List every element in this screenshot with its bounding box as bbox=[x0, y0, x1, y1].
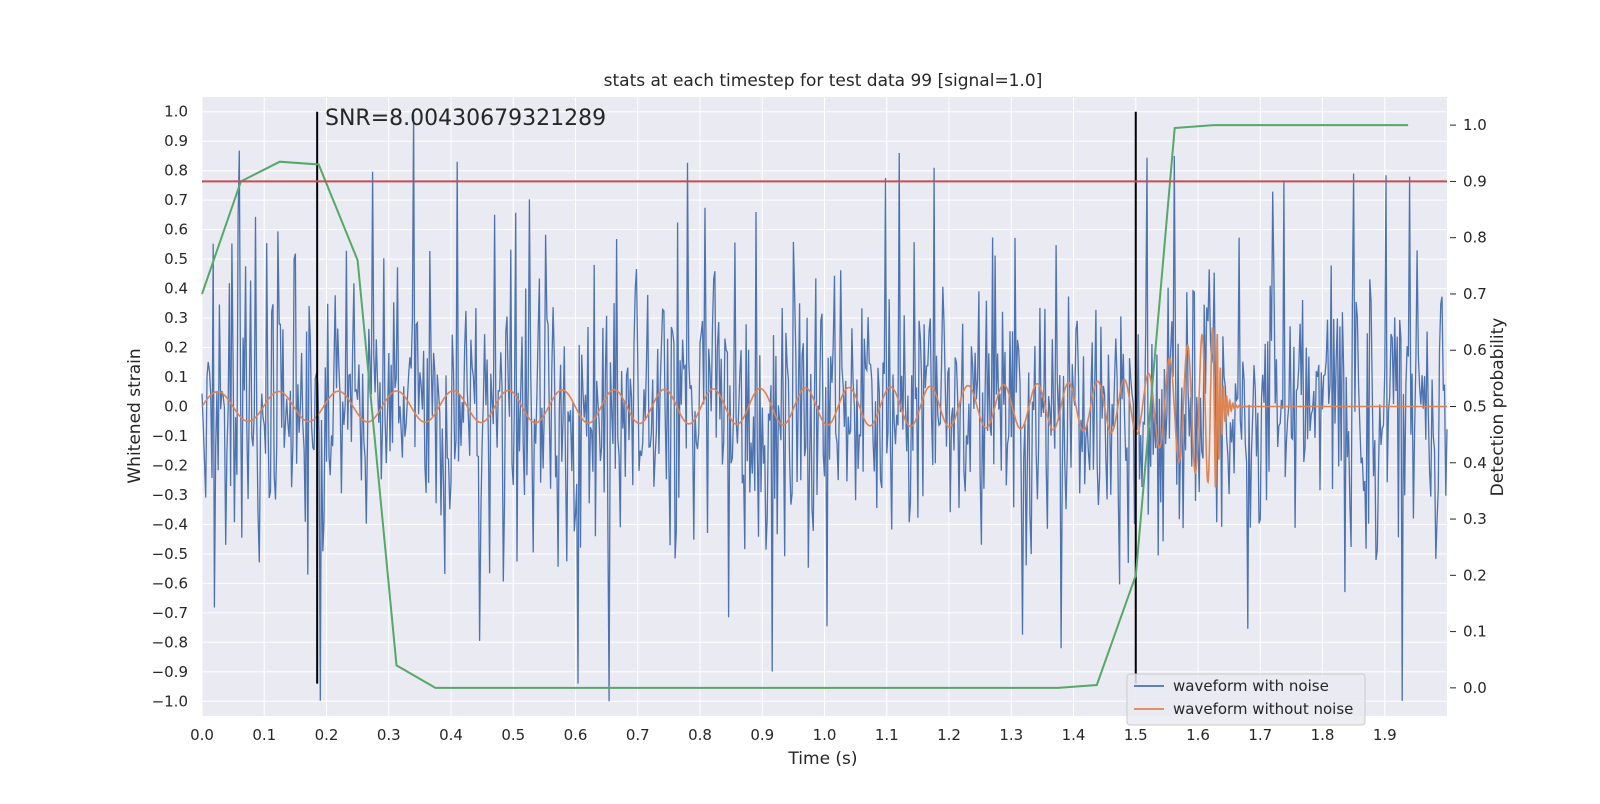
y-tick-label-left: 0.1 bbox=[164, 368, 188, 386]
y-tick-label-left: 0.2 bbox=[164, 339, 188, 357]
x-tick-label: 1.8 bbox=[1311, 726, 1335, 744]
y-tick-label-left: 1.0 bbox=[164, 103, 188, 121]
y-tick-label-right: 0.8 bbox=[1463, 229, 1487, 247]
y-tick-label-right: 0.6 bbox=[1463, 341, 1487, 359]
y-tick-label-right: 0.1 bbox=[1463, 623, 1487, 641]
y-tick-label-left: −0.4 bbox=[152, 515, 188, 533]
y-tick-label-left: −0.8 bbox=[152, 633, 188, 651]
x-tick-label: 1.4 bbox=[1062, 726, 1086, 744]
y-tick-label-left: −0.3 bbox=[152, 486, 188, 504]
x-tick-label: 0.2 bbox=[315, 726, 339, 744]
y-axis-label-right: Detection probability bbox=[1488, 318, 1508, 497]
x-tick-label: 1.5 bbox=[1124, 726, 1148, 744]
y-tick-label-left: 0.5 bbox=[164, 250, 188, 268]
x-tick-label: 0.8 bbox=[688, 726, 712, 744]
x-tick-label: 0.1 bbox=[252, 726, 276, 744]
y-tick-label-right: 0.9 bbox=[1463, 172, 1487, 190]
x-tick-label: 0.3 bbox=[377, 726, 401, 744]
y-tick-label-left: −0.1 bbox=[152, 427, 188, 445]
y-tick-label-right: 1.0 bbox=[1463, 116, 1487, 134]
x-tick-label: 1.2 bbox=[937, 726, 961, 744]
y-tick-label-left: −0.5 bbox=[152, 545, 188, 563]
y-tick-label-right: 0.4 bbox=[1463, 454, 1487, 472]
x-tick-label: 1.9 bbox=[1373, 726, 1397, 744]
x-tick-label: 1.1 bbox=[875, 726, 899, 744]
x-tick-label: 0.6 bbox=[564, 726, 588, 744]
x-tick-label: 1.3 bbox=[999, 726, 1023, 744]
y-tick-label-left: 0.8 bbox=[164, 162, 188, 180]
x-axis-label: Time (s) bbox=[787, 749, 857, 769]
x-tick-label: 1.7 bbox=[1248, 726, 1272, 744]
y-tick-label-right: 0.3 bbox=[1463, 510, 1487, 528]
chart-title: stats at each timestep for test data 99 … bbox=[604, 71, 1043, 91]
y-tick-label-left: 0.3 bbox=[164, 309, 188, 327]
y-tick-label-left: −0.9 bbox=[152, 663, 188, 681]
y-tick-label-right: 0.7 bbox=[1463, 285, 1487, 303]
x-tick-label: 0.9 bbox=[750, 726, 774, 744]
legend: waveform with noise waveform without noi… bbox=[1127, 674, 1365, 725]
y-tick-label-left: 0.4 bbox=[164, 280, 188, 298]
y-tick-label-right: 0.2 bbox=[1463, 566, 1487, 584]
x-tick-label: 1.6 bbox=[1186, 726, 1210, 744]
y-tick-label-right: 0.0 bbox=[1463, 679, 1487, 697]
y-tick-label-left: −0.7 bbox=[152, 604, 188, 622]
y-tick-label-right: 0.5 bbox=[1463, 398, 1487, 416]
x-tick-label: 0.7 bbox=[626, 726, 650, 744]
y-tick-label-left: 0.0 bbox=[164, 398, 188, 416]
legend-label-noisy: waveform with noise bbox=[1173, 677, 1329, 695]
y-tick-label-left: −0.6 bbox=[152, 574, 188, 592]
x-tick-label: 0.0 bbox=[190, 726, 214, 744]
snr-annotation: SNR=8.00430679321289 bbox=[325, 106, 606, 131]
x-tick-label: 1.0 bbox=[813, 726, 837, 744]
y-tick-label-left: −1.0 bbox=[152, 692, 188, 710]
y-tick-label-left: −0.2 bbox=[152, 456, 188, 474]
y-tick-label-left: 0.7 bbox=[164, 191, 188, 209]
x-tick-label: 0.5 bbox=[501, 726, 525, 744]
x-tick-label: 0.4 bbox=[439, 726, 463, 744]
y-tick-label-left: 0.9 bbox=[164, 132, 188, 150]
y-tick-label-left: 0.6 bbox=[164, 221, 188, 239]
legend-label-clean: waveform without noise bbox=[1173, 700, 1353, 718]
y-axis-label-left: Whitened strain bbox=[125, 348, 145, 483]
